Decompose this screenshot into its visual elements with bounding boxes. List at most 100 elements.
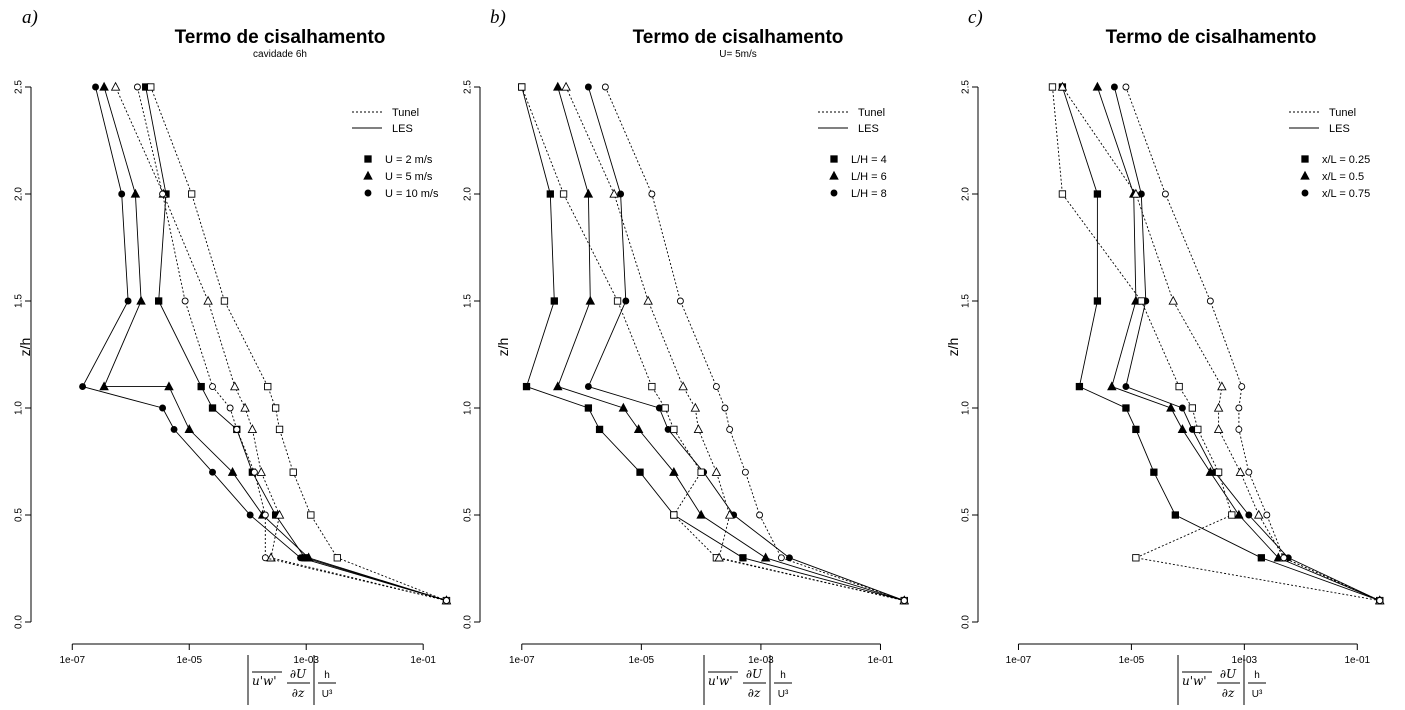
data-point — [1263, 511, 1271, 519]
data-point — [584, 383, 592, 391]
data-point — [1171, 511, 1179, 519]
data-point — [247, 424, 258, 434]
data-point — [661, 404, 669, 412]
x-tick-label: 1e-07 — [509, 655, 535, 666]
data-point — [133, 83, 141, 91]
series-line — [145, 86, 447, 602]
x-tick-label: 1e-05 — [1119, 655, 1145, 666]
data-point — [636, 468, 644, 476]
y-tick-label: 1.5 — [463, 294, 474, 308]
y-tick-label: 1.0 — [463, 401, 474, 415]
series-line — [1061, 86, 1380, 602]
data-point — [1150, 468, 1158, 476]
data-point — [585, 295, 596, 305]
series-line — [115, 86, 447, 602]
data-point — [756, 511, 764, 519]
data-point — [297, 554, 304, 562]
panel-b: b) Termo de cisalhamento U= 5m/s z/h u'w… — [463, 0, 936, 710]
chart-c-svg: c) Termo de cisalhamento z/h u'w' ∂U ∂z … — [945, 7, 1385, 705]
data-point — [712, 383, 720, 391]
data-point — [726, 425, 734, 433]
data-point — [155, 297, 163, 305]
series-tunel-circle — [133, 83, 450, 605]
legend-line-label: Tunel — [392, 107, 419, 119]
data-point — [1132, 425, 1140, 434]
data-point — [181, 297, 189, 305]
x-label-uw: u'w' — [252, 674, 277, 688]
data-point — [690, 402, 701, 412]
x-axis-label: u'w' ∂U ∂z h U³ — [703, 655, 792, 705]
series-line — [565, 86, 905, 602]
x-label-dU: ∂U — [1220, 667, 1237, 681]
data-point — [233, 425, 241, 433]
data-point — [250, 468, 258, 476]
data-point — [1093, 190, 1102, 198]
data-point — [1254, 509, 1264, 519]
chart-a-svg: a) Termo de cisalhamento cavidade 6h z/h… — [14, 7, 452, 705]
series-tunel-square — [518, 83, 908, 605]
data-point — [643, 295, 653, 305]
x-label-dz: ∂z — [1222, 686, 1235, 700]
data-point — [1175, 382, 1183, 391]
data-point — [1238, 383, 1246, 391]
y-tick-label: 1.0 — [14, 401, 25, 415]
y-tick-label: 2.0 — [14, 187, 25, 201]
data-point — [164, 381, 174, 391]
y-axis-label: z/h — [945, 338, 961, 357]
data-point — [1161, 190, 1169, 198]
data-point — [99, 81, 109, 91]
series-tunel-circle — [601, 83, 908, 605]
data-point — [271, 404, 280, 412]
legend-marker — [364, 155, 372, 163]
data-point — [785, 554, 793, 562]
data-point — [1245, 511, 1253, 519]
data-point — [1122, 83, 1130, 91]
series-line — [557, 86, 905, 602]
data-point — [1194, 425, 1202, 434]
data-point — [724, 509, 735, 519]
series-line — [103, 86, 447, 602]
data-point — [584, 404, 593, 412]
data-point — [443, 597, 450, 605]
data-point — [92, 83, 99, 91]
x-label-dz: ∂z — [292, 686, 305, 700]
data-point — [1110, 83, 1118, 91]
data-point — [1132, 554, 1140, 562]
x-label-U3: U³ — [1252, 689, 1263, 700]
series-line — [1062, 86, 1380, 602]
data-point — [197, 382, 205, 391]
series-les-square — [518, 83, 908, 605]
data-point — [1206, 297, 1214, 305]
legend-marker — [364, 189, 372, 197]
data-point — [333, 554, 341, 562]
legend-line-label: Tunel — [858, 107, 885, 119]
data-point — [1217, 381, 1227, 391]
data-point — [1188, 404, 1196, 412]
data-point — [664, 425, 672, 433]
data-point — [274, 509, 285, 519]
panel-a: a) Termo de cisalhamento cavidade 6h z/h… — [0, 0, 468, 710]
data-point — [230, 381, 240, 391]
x-tick-label: 1e-07 — [1006, 655, 1032, 666]
y-tick-label: 1.5 — [961, 294, 972, 308]
data-point — [1092, 81, 1103, 91]
data-point — [79, 383, 87, 391]
data-point — [261, 511, 269, 519]
data-point — [1093, 297, 1102, 305]
data-point — [609, 188, 619, 198]
series-line — [587, 86, 905, 602]
y-tick-label: 0.5 — [14, 508, 25, 522]
x-label-uw: u'w' — [708, 674, 733, 688]
y-tick-label: 2.5 — [463, 80, 474, 94]
series-tunel-square — [1048, 83, 1384, 605]
legend-marker — [363, 170, 373, 180]
data-point — [648, 190, 656, 198]
data-point — [130, 188, 141, 198]
data-point — [561, 81, 571, 91]
data-point — [559, 190, 568, 198]
x-tick-label: 1e-01 — [410, 655, 436, 666]
data-point — [595, 425, 604, 434]
panel-label: a) — [22, 7, 38, 28]
data-point — [1122, 383, 1130, 391]
x-label-h: h — [780, 670, 786, 681]
